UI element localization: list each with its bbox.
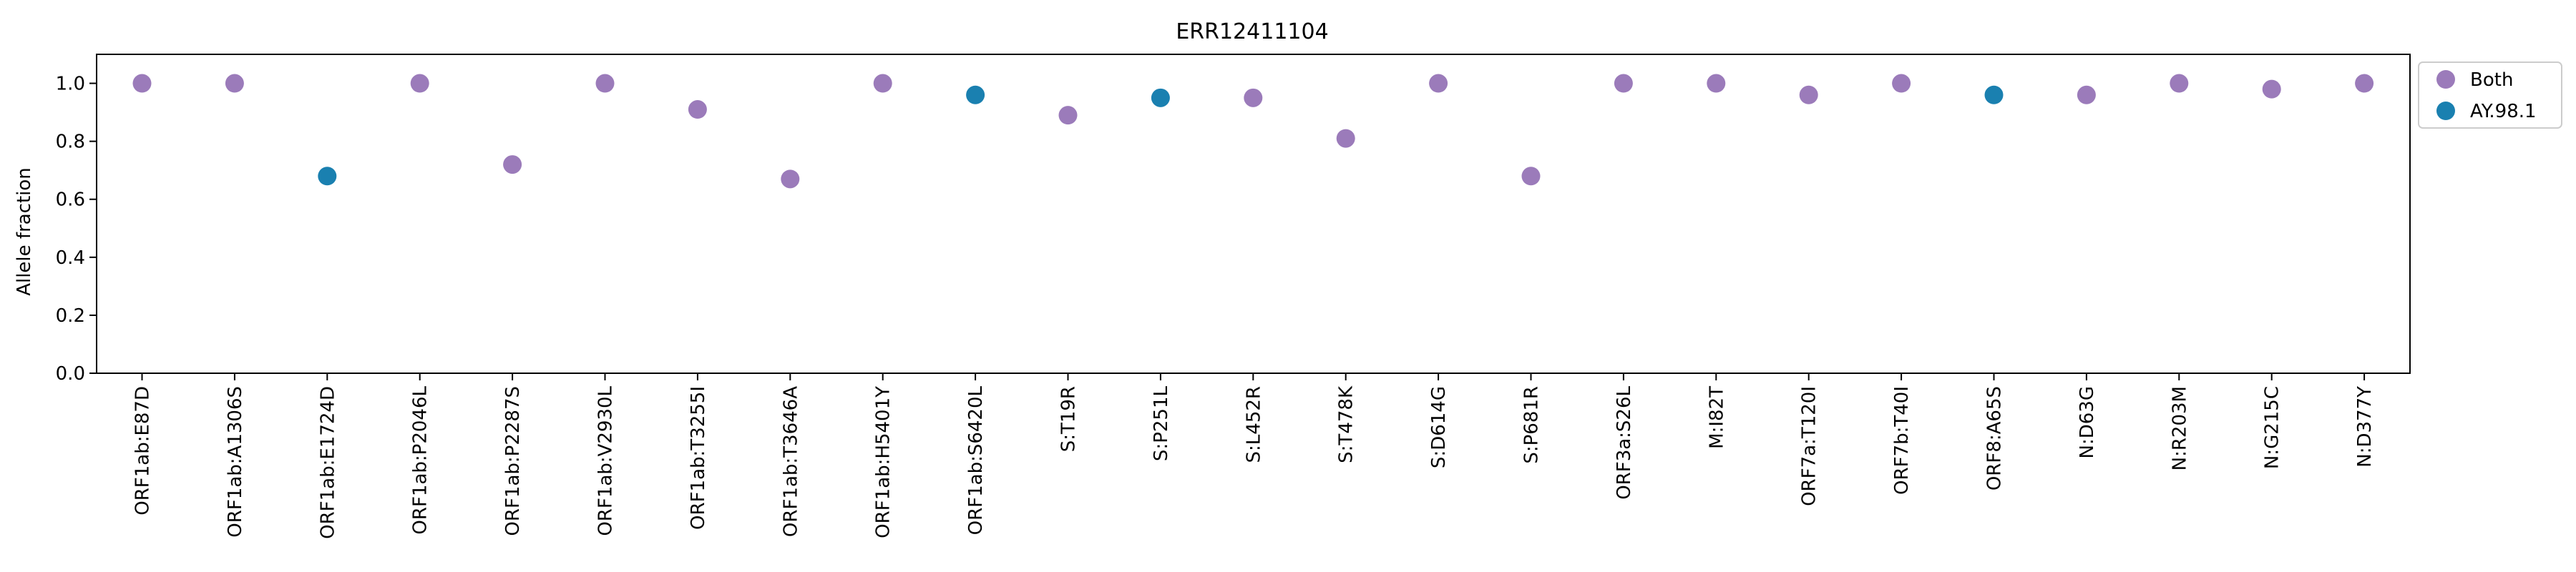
x-tick-label: ORF1ab:E87D (132, 386, 154, 516)
x-tick-label: ORF3a:S26L (1614, 385, 1635, 499)
data-point-both (1429, 74, 1448, 93)
x-tick-label: ORF7b:T40I (1891, 386, 1913, 495)
x-tick-label: ORF7a:T120I (1799, 386, 1820, 506)
data-point-both (132, 74, 152, 93)
x-tick-label: S:D614G (1428, 386, 1450, 468)
x-tick-label: ORF1ab:E1724D (317, 386, 338, 539)
x-tick-label: ORF1ab:P2046L (410, 385, 431, 534)
plot-area-frame (96, 54, 2411, 374)
x-tick-label: ORF1ab:H5401Y (873, 386, 894, 538)
chart-title: ERR12411104 (1176, 19, 1328, 44)
y-tick-label: 0.2 (56, 305, 85, 327)
x-tick-label: ORF1ab:S6420L (965, 385, 987, 535)
x-tick-label: N:R203M (2169, 386, 2190, 470)
x-tick-label: S:P681R (1521, 386, 1543, 464)
x-tick-label: ORF1ab:T3255I (688, 386, 709, 530)
data-point-both (688, 100, 707, 119)
data-point-both (410, 74, 429, 93)
data-point-both (1521, 167, 1541, 186)
data-point-ay-98-1 (1151, 88, 1170, 107)
legend: Both AY.98.1 (2418, 61, 2562, 129)
data-point-both (1336, 129, 1355, 148)
x-tick-label: ORF1ab:V2930L (595, 385, 617, 536)
legend-label: AY.98.1 (2470, 101, 2537, 122)
data-point-ay-98-1 (1984, 85, 2004, 104)
data-point-both (2077, 85, 2096, 104)
x-tick-label: ORF8:A65S (1984, 386, 2006, 490)
data-point-both (2262, 79, 2281, 99)
y-tick-label: 0.6 (56, 189, 85, 211)
x-tick-label: M:I82T (1706, 386, 1727, 449)
y-tick-label: 1.0 (56, 74, 85, 95)
data-point-both (225, 74, 244, 93)
x-tick-label: N:D377Y (2354, 386, 2376, 468)
x-tick-label: S:T19R (1058, 386, 1080, 452)
data-point-both (1058, 106, 1078, 125)
y-tick-label: 0.0 (56, 363, 85, 385)
data-point-both (1892, 74, 1911, 93)
legend-label: Both (2470, 69, 2513, 91)
data-point-both (1707, 74, 1726, 93)
x-tick-label: ORF1ab:P2287S (502, 386, 524, 536)
data-points (132, 74, 2374, 189)
data-point-both (595, 74, 615, 93)
x-tick-label: ORF1ab:T3646A (780, 386, 801, 537)
data-point-ay-98-1 (966, 85, 985, 104)
data-point-both (1799, 85, 1818, 104)
data-point-ay-98-1 (318, 167, 337, 186)
legend-marker (2436, 102, 2455, 120)
x-tick-label: N:D63G (2077, 386, 2098, 458)
data-point-both (2170, 74, 2189, 93)
x-axis: ORF1ab:E87D ORF1ab:A1306S ORF1ab:E1724D ORF… (132, 373, 2376, 539)
data-point-both (1614, 74, 1633, 93)
data-point-both (503, 155, 522, 174)
data-point-both (873, 74, 892, 93)
y-axis-label: Allele fraction (14, 167, 35, 296)
x-tick-label: ORF1ab:A1306S (225, 386, 246, 538)
data-point-both (2355, 74, 2374, 93)
data-point-both (1244, 88, 1263, 107)
data-point-both (781, 169, 800, 189)
x-tick-label: N:G215C (2262, 386, 2283, 469)
y-tick-label: 0.4 (56, 247, 85, 269)
x-tick-label: S:L452R (1243, 386, 1264, 463)
legend-marker (2436, 70, 2455, 89)
x-tick-label: S:P251L (1151, 385, 1172, 461)
y-axis: 0.0 0.2 0.4 0.6 0.8 1.0 (56, 74, 97, 385)
x-tick-label: S:T478K (1336, 385, 1357, 463)
y-tick-label: 0.8 (56, 132, 85, 153)
